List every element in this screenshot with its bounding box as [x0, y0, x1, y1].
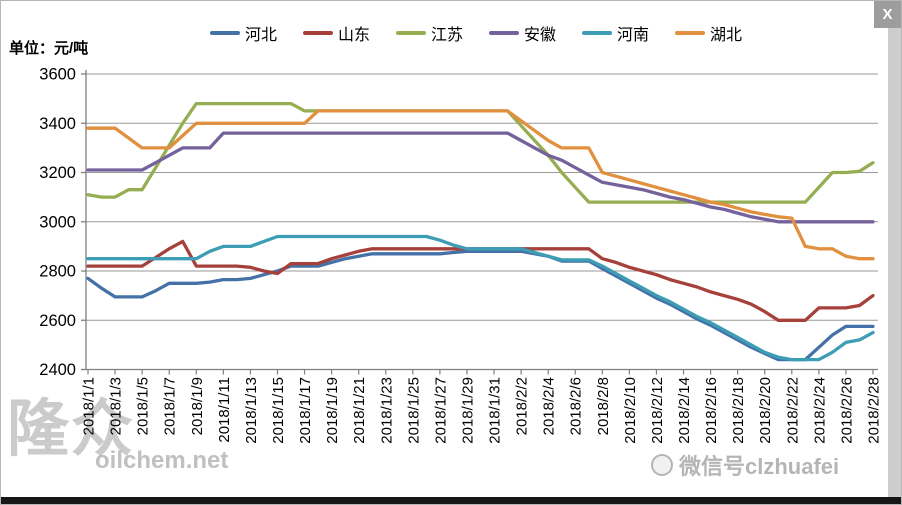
legend-label: 山东 [337, 27, 370, 44]
legend-label: 安徽 [524, 27, 557, 44]
series-line-江苏 [86, 101, 875, 204]
legend-item-3: 安徽 [489, 21, 556, 45]
x-tick-label: 2018/1/21 [351, 377, 368, 444]
x-tick-label: 2018/2/2 [514, 377, 531, 435]
legend-swatch-icon [302, 31, 333, 35]
legend-swatch-icon [675, 31, 706, 35]
unit-label: 单位：元/吨 [9, 40, 89, 57]
wechat-id-text: 微信号clzhuafei [679, 454, 840, 479]
legend-label: 江苏 [430, 27, 463, 44]
x-tick-label: 2018/2/28 [866, 377, 883, 444]
y-tick-label: 2600 [39, 312, 76, 330]
wechat-logo-icon [651, 454, 673, 476]
x-tick-label: 2018/1/23 [378, 377, 395, 444]
x-tick-label: 2018/1/31 [487, 377, 504, 444]
series-line-河南 [86, 234, 875, 362]
x-tick-label: 2018/2/24 [811, 377, 828, 444]
chart-legend: 河北 山东 江苏 安徽 河南 湖北 [91, 21, 861, 45]
series-line-河北 [86, 249, 875, 362]
oilchem-site-text: oilchem.net [95, 447, 229, 474]
x-tick-label: 2018/1/5 [135, 377, 152, 435]
x-tick-label: 2018/1/9 [189, 377, 206, 435]
series-line-湖北 [86, 109, 875, 261]
x-tick-label: 2018/2/18 [730, 377, 747, 444]
wechat-watermark: 微信号clzhuafei [651, 449, 839, 481]
x-tick-label: 2018/1/3 [108, 377, 125, 435]
x-tick-label: 2018/2/22 [784, 377, 801, 444]
close-icon[interactable]: X [874, 1, 901, 28]
x-tick-label: 2018/2/14 [676, 377, 693, 444]
x-tick-label: 2018/2/4 [541, 377, 558, 435]
legend-item-2: 江苏 [395, 21, 463, 45]
legend-item-1: 山东 [302, 21, 370, 45]
y-tick-label: 3200 [39, 164, 76, 182]
x-tick-label: 2018/1/19 [324, 377, 341, 444]
x-tick-label: 2018/1/11 [216, 377, 233, 443]
series-line-安徽 [86, 131, 875, 224]
x-tick-label: 2018/2/16 [703, 377, 720, 444]
x-tick-label: 2018/1/17 [297, 377, 314, 444]
x-tick-label: 2018/1/7 [162, 377, 179, 435]
x-tick-label: 2018/1/27 [432, 377, 449, 444]
legend-label: 河北 [244, 27, 277, 44]
x-tick-label: 2018/1/1 [81, 377, 98, 435]
legend-swatch-icon [395, 31, 426, 35]
x-tick-label: 2018/1/13 [243, 377, 260, 444]
x-tick-label: 2018/1/15 [270, 377, 287, 444]
y-tick-label: 3600 [39, 66, 76, 84]
x-tick-label: 2018/2/26 [838, 377, 855, 444]
legend-item-0: 河北 [209, 21, 277, 45]
legend-item-5: 湖北 [675, 21, 742, 45]
legend-swatch-icon [489, 31, 519, 35]
scrollbar-track [888, 1, 901, 497]
legend-label: 湖北 [710, 27, 743, 44]
x-tick-label: 2018/2/6 [568, 377, 585, 435]
oilchem-watermark: 隆众 oilchem.net [7, 399, 228, 475]
x-tick-label: 2018/2/8 [595, 377, 612, 435]
y-tick-label: 2400 [39, 361, 76, 379]
y-tick-label: 3400 [39, 115, 76, 133]
bottom-divider-bar [1, 497, 901, 504]
x-tick-label: 2018/2/10 [622, 377, 639, 444]
legend-swatch-icon [582, 31, 613, 35]
legend-item-4: 河南 [582, 21, 649, 45]
y-tick-label: 3000 [39, 213, 76, 231]
x-tick-label: 2018/1/25 [405, 377, 422, 444]
oilchem-logo: 隆众 [7, 395, 136, 464]
legend-swatch-icon [209, 31, 240, 35]
legend-label: 河南 [617, 27, 650, 44]
x-tick-label: 2018/2/12 [649, 377, 666, 444]
x-tick-label: 2018/1/29 [459, 377, 476, 444]
x-tick-label: 2018/2/20 [757, 377, 774, 444]
y-tick-label: 2800 [39, 263, 76, 281]
